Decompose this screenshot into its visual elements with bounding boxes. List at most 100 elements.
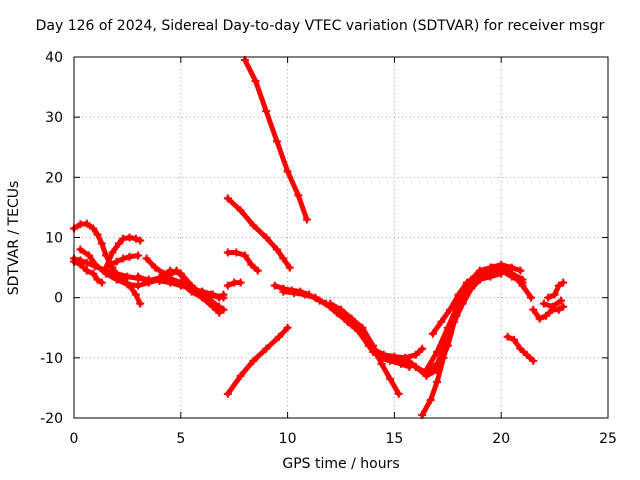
series-arc-12 <box>223 194 294 272</box>
series-line <box>199 289 226 301</box>
data-point <box>527 293 536 302</box>
data-point <box>151 263 160 272</box>
data-point <box>219 290 228 299</box>
data-point <box>529 356 538 365</box>
y-tick-label: 20 <box>45 170 63 186</box>
data-point <box>215 293 224 302</box>
data-point <box>176 278 185 287</box>
data-point <box>535 314 544 323</box>
data-point <box>290 288 299 297</box>
y-axis-label: SDTVAR / TECUs <box>6 180 22 296</box>
data-point <box>548 302 557 311</box>
series-arc-21 <box>428 263 527 338</box>
data-point <box>236 206 245 215</box>
data-point <box>390 353 399 362</box>
data-point <box>510 335 519 344</box>
data-point <box>134 251 143 260</box>
series-arc-25 <box>544 278 568 302</box>
data-point <box>437 317 446 326</box>
x-tick-label: 0 <box>70 431 79 447</box>
data-point <box>131 290 140 299</box>
series-arc-23 <box>503 332 538 365</box>
data-point <box>76 256 85 265</box>
data-point <box>249 356 258 365</box>
series-arc-11 <box>240 56 311 224</box>
data-point <box>108 248 117 257</box>
data-point <box>518 278 527 287</box>
data-point <box>134 281 143 290</box>
x-tick-label: 10 <box>279 431 297 447</box>
data-point <box>136 299 145 308</box>
data-point <box>554 305 563 314</box>
series-arc-10 <box>223 278 245 290</box>
data-point <box>542 311 551 320</box>
data-point <box>223 389 232 398</box>
series-arc-14 <box>223 323 292 398</box>
data-point <box>311 293 320 302</box>
chart-title: Day 126 of 2024, Sidereal Day-to-day VTE… <box>35 18 605 34</box>
data-point <box>559 302 568 311</box>
data-point <box>439 353 448 362</box>
data-point <box>401 353 410 362</box>
y-tick-label: 40 <box>45 50 63 66</box>
data-point <box>93 230 102 239</box>
data-point <box>270 281 279 290</box>
data-point <box>426 395 435 404</box>
data-point <box>507 272 516 281</box>
x-tick-label: 20 <box>492 431 510 447</box>
data-point <box>82 266 91 275</box>
data-point <box>480 266 489 275</box>
data-point <box>136 236 145 245</box>
data-point <box>557 296 566 305</box>
data-point <box>465 281 474 290</box>
data-point <box>144 276 153 285</box>
data-point <box>326 299 335 308</box>
data-point <box>275 332 284 341</box>
data-point <box>411 362 420 371</box>
data-point <box>106 260 115 269</box>
series-line <box>225 325 291 397</box>
series-layer <box>70 56 568 419</box>
data-point <box>377 359 386 368</box>
data-point <box>89 224 98 233</box>
series-arc-17 <box>326 299 403 398</box>
data-point <box>302 215 311 224</box>
series-arc-22 <box>422 269 506 374</box>
series-arc-26 <box>539 296 566 311</box>
data-point <box>125 252 134 261</box>
data-point <box>559 278 568 287</box>
data-point <box>123 280 132 289</box>
data-point <box>283 323 292 332</box>
data-point <box>119 254 128 263</box>
data-point <box>76 245 85 254</box>
data-point <box>240 251 249 260</box>
data-point <box>418 344 427 353</box>
series-arc-9 <box>198 287 228 302</box>
series-line <box>225 195 293 271</box>
y-tick-label: -10 <box>40 351 63 367</box>
data-point <box>102 263 111 272</box>
data-point <box>262 344 271 353</box>
data-point <box>91 260 100 269</box>
data-point <box>125 233 134 242</box>
series-arc-5 <box>102 233 145 272</box>
data-point <box>516 344 525 353</box>
data-point <box>488 263 497 272</box>
data-point <box>529 305 538 314</box>
data-point <box>131 234 140 243</box>
data-point <box>262 107 271 116</box>
data-point <box>522 350 531 359</box>
data-point <box>82 219 91 228</box>
x-tick-label: 25 <box>599 431 617 447</box>
data-point <box>166 266 175 275</box>
data-point <box>433 347 442 356</box>
data-point <box>155 273 164 282</box>
data-point <box>89 269 98 278</box>
series-arc-13 <box>223 248 262 275</box>
data-point <box>97 278 106 287</box>
data-point <box>433 377 442 386</box>
x-tick-label: 15 <box>385 431 403 447</box>
axis-ticks: 0 5 10 15 20 25 -20 -10 0 10 20 30 40 <box>40 50 617 447</box>
data-point <box>386 374 395 383</box>
